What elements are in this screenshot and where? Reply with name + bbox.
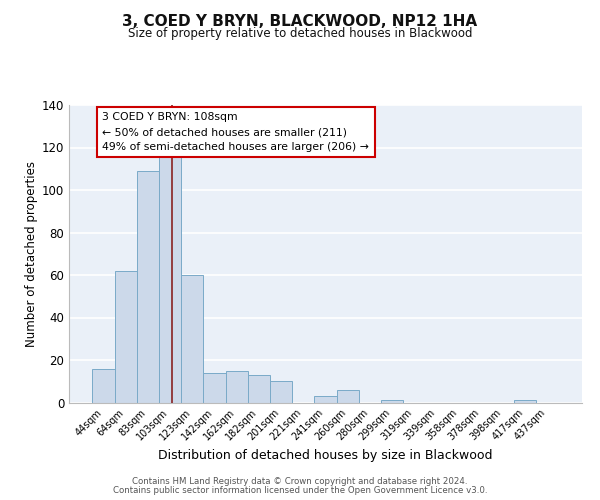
Bar: [381, 400, 403, 402]
Bar: [203, 373, 226, 402]
Text: Contains public sector information licensed under the Open Government Licence v3: Contains public sector information licen…: [113, 486, 487, 495]
Bar: [159, 152, 181, 403]
Bar: [270, 381, 292, 402]
Bar: [314, 396, 337, 402]
Y-axis label: Number of detached properties: Number of detached properties: [25, 161, 38, 347]
Text: Size of property relative to detached houses in Blackwood: Size of property relative to detached ho…: [128, 28, 472, 40]
Bar: [92, 368, 115, 402]
Text: 3 COED Y BRYN: 108sqm
← 50% of detached houses are smaller (211)
49% of semi-det: 3 COED Y BRYN: 108sqm ← 50% of detached …: [103, 112, 369, 152]
Bar: [248, 375, 270, 402]
Bar: [137, 171, 159, 402]
X-axis label: Distribution of detached houses by size in Blackwood: Distribution of detached houses by size …: [158, 449, 493, 462]
Bar: [337, 390, 359, 402]
Bar: [115, 271, 137, 402]
Bar: [226, 370, 248, 402]
Bar: [181, 275, 203, 402]
Bar: [514, 400, 536, 402]
Text: 3, COED Y BRYN, BLACKWOOD, NP12 1HA: 3, COED Y BRYN, BLACKWOOD, NP12 1HA: [122, 14, 478, 29]
Text: Contains HM Land Registry data © Crown copyright and database right 2024.: Contains HM Land Registry data © Crown c…: [132, 477, 468, 486]
